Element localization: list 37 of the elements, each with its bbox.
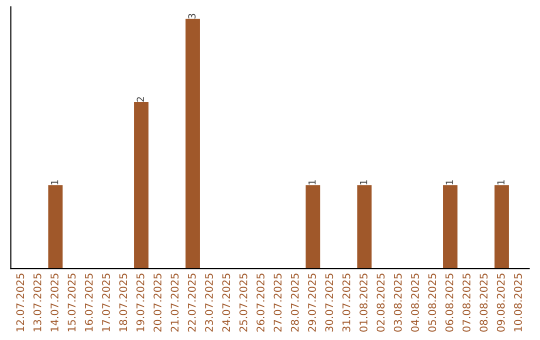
x-tick-label: 23.07.2025 — [205, 274, 213, 332]
x-tick-label: 13.07.2025 — [33, 274, 42, 332]
data-label: 1 — [308, 180, 316, 184]
x-tick-label: 26.07.2025 — [256, 274, 264, 332]
x-tick-label: 07.08.2025 — [462, 274, 470, 332]
x-tick-label: 30.07.2025 — [325, 274, 334, 332]
x-tick-label: 08.08.2025 — [480, 274, 488, 332]
x-tick-label: 24.07.2025 — [222, 274, 230, 332]
x-tick-label: 27.07.2025 — [274, 274, 282, 332]
x-tick-label: 05.08.2025 — [428, 274, 436, 332]
data-label: 1 — [360, 180, 368, 184]
x-tick-label: 06.08.2025 — [445, 274, 454, 332]
x-tick-label: 25.07.2025 — [239, 274, 248, 332]
data-label: 1 — [497, 180, 504, 184]
x-tick-label: 04.08.2025 — [411, 274, 419, 332]
x-tick-label: 14.07.2025 — [50, 274, 58, 332]
x-tick-label: 29.07.2025 — [308, 274, 316, 332]
x-tick-label: 20.07.2025 — [154, 274, 162, 332]
data-label: 3 — [188, 14, 196, 19]
x-tick-label: 22.07.2025 — [188, 274, 196, 332]
x-tick-label: 18.07.2025 — [119, 274, 128, 332]
data-label: 1 — [51, 180, 58, 184]
data-label: 2 — [136, 97, 144, 102]
x-tick-label: 09.08.2025 — [496, 274, 505, 332]
x-tick-label: 19.07.2025 — [136, 274, 144, 332]
x-tick-label: 15.07.2025 — [68, 274, 76, 332]
x-tick-label: 17.07.2025 — [102, 274, 110, 332]
x-tick-label: 31.07.2025 — [342, 274, 350, 332]
x-tick-label: 10.08.2025 — [514, 274, 522, 332]
x-tick-label: 01.08.2025 — [360, 274, 368, 332]
x-tick-label: 02.08.2025 — [376, 274, 385, 332]
x-tick-label: 21.07.2025 — [170, 274, 179, 332]
x-tick-label: 12.07.2025 — [16, 274, 24, 332]
x-tick-label: 28.07.2025 — [290, 274, 299, 332]
x-tick-label: 03.08.2025 — [394, 274, 402, 332]
data-label: 1 — [446, 180, 453, 184]
x-tick-label: 16.07.2025 — [84, 274, 93, 332]
